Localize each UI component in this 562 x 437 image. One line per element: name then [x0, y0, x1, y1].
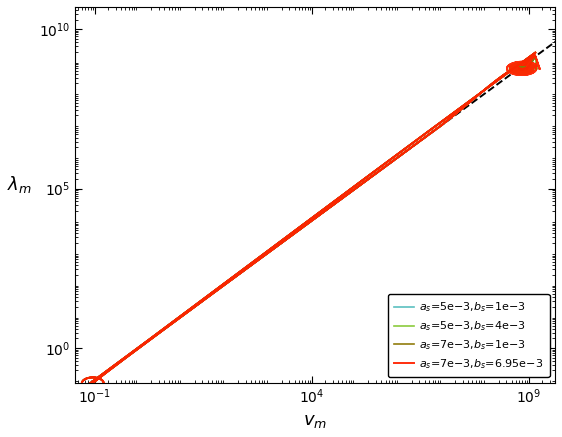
X-axis label: $v_m$: $v_m$ [303, 412, 327, 430]
Y-axis label: $\lambda_m$: $\lambda_m$ [7, 174, 32, 195]
Legend: $a_s$=5e$-$3,$b_s$=1e$-$3, $a_s$=5e$-$3,$b_s$=4e$-$3, $a_s$=7e$-$3,$b_s$=1e$-$3,: $a_s$=5e$-$3,$b_s$=1e$-$3, $a_s$=5e$-$3,… [388, 294, 550, 378]
